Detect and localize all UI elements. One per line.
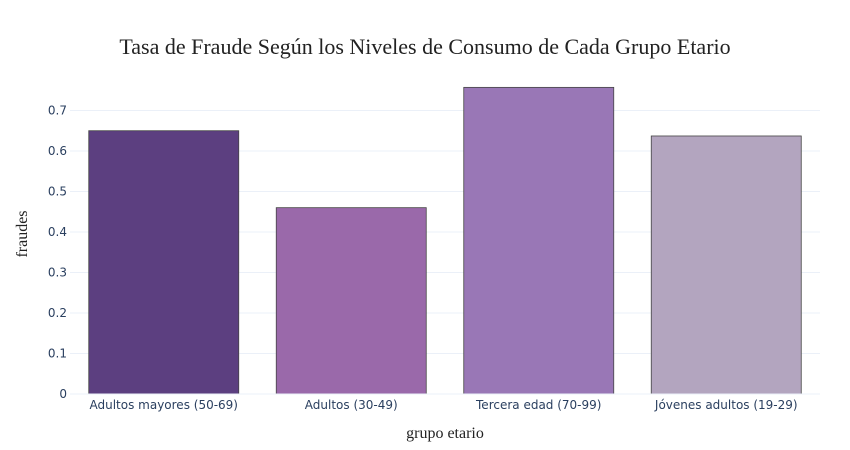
bar[interactable]	[650, 135, 802, 395]
y-tick-label: 0.3	[48, 265, 67, 279]
y-tick-label: 0.1	[48, 346, 67, 360]
y-tick-labels: 0 0.1 0.2 0.3 0.4 0.5 0.6 0.7	[48, 103, 67, 401]
bars	[88, 86, 802, 395]
x-tick-label: Adultos (30-49)	[305, 398, 398, 412]
y-tick-label: 0.6	[48, 144, 67, 158]
x-tick-label: Tercera edad (70-99)	[475, 398, 601, 412]
y-tick-label: 0.5	[48, 184, 67, 198]
y-tick-label: 0.7	[48, 103, 67, 117]
x-tick-labels: Adultos mayores (50-69) Adultos (30-49) Te…	[89, 398, 797, 412]
y-tick-label: 0.4	[48, 225, 67, 239]
y-axis-title: fraudes	[14, 210, 31, 257]
bar[interactable]	[275, 207, 427, 395]
chart-title: Tasa de Fraude Según los Niveles de Cons…	[119, 34, 730, 59]
x-tick-label: Jóvenes adultos (19-29)	[654, 398, 798, 412]
y-tick-label: 0	[59, 387, 67, 401]
x-tick-label: Adultos mayores (50-69)	[89, 398, 238, 412]
bar[interactable]	[88, 130, 240, 395]
bar[interactable]	[463, 86, 615, 395]
x-axis-title: grupo etario	[406, 425, 484, 442]
y-tick-label: 0.2	[48, 306, 67, 320]
